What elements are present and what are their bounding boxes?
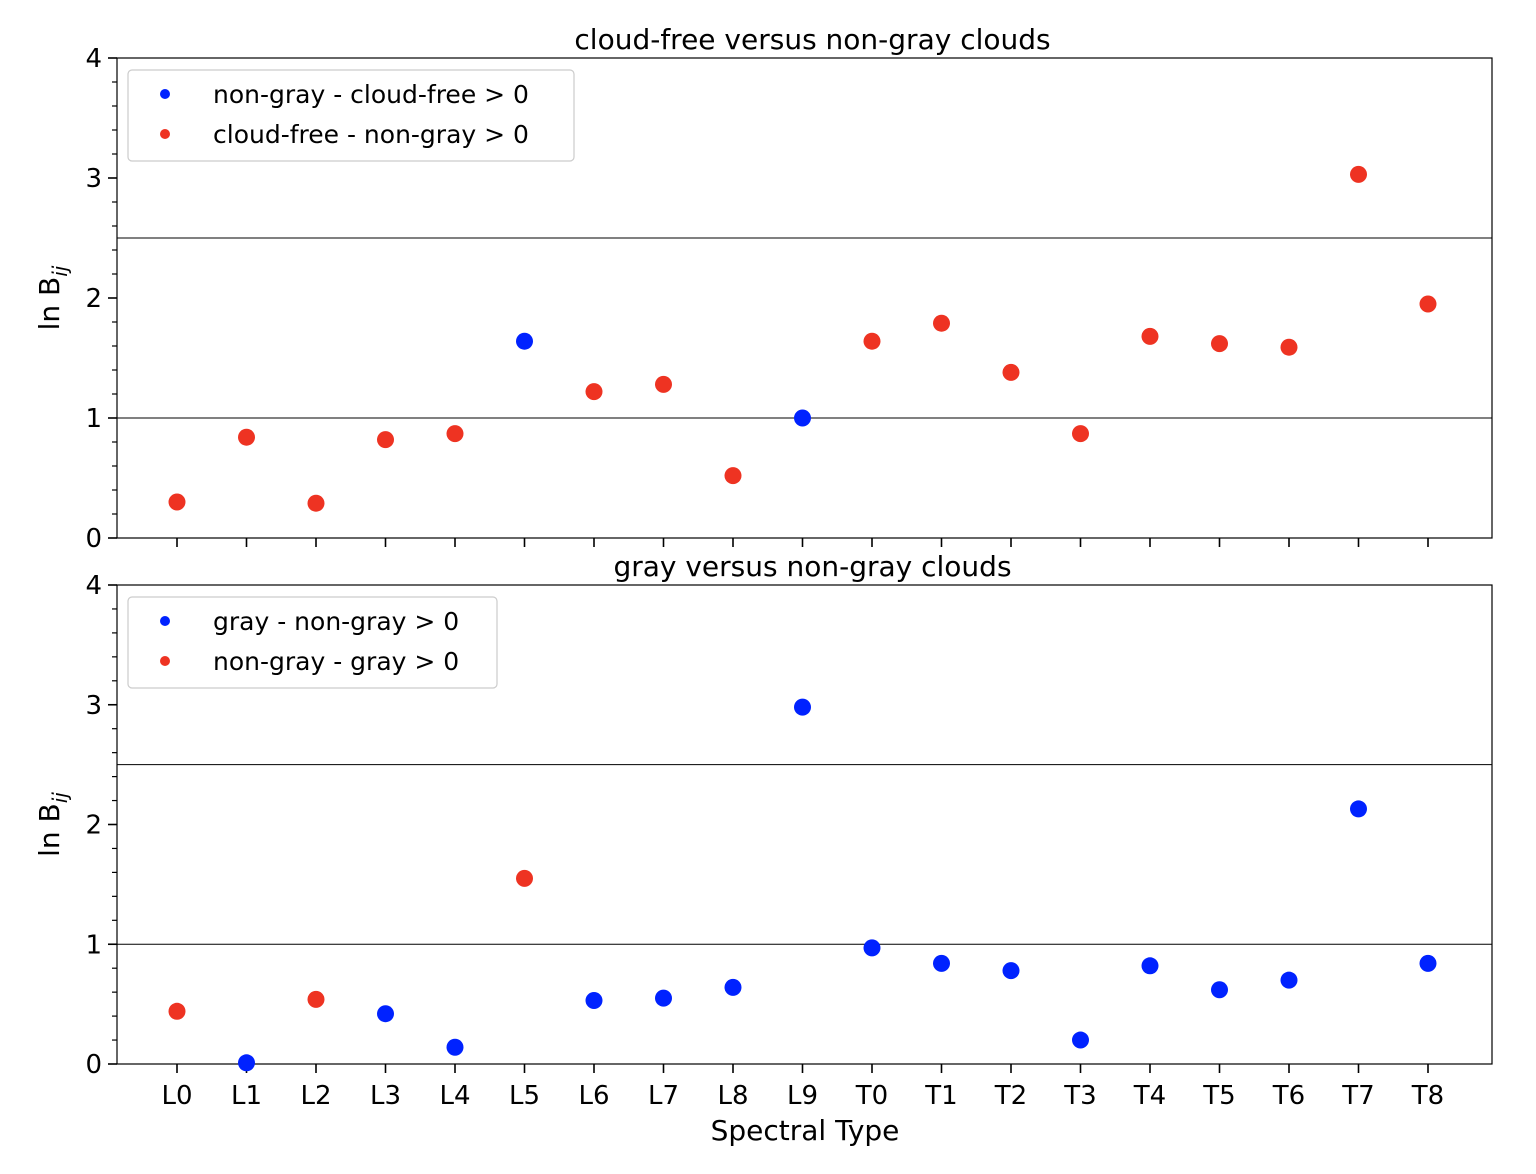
data-point-T0 [863,332,881,350]
data-point-T8 [1419,954,1437,972]
x-axis-label: Spectral Type [711,1114,900,1147]
y-tick-label: 2 [85,811,102,841]
x-tick-label: L3 [370,1081,401,1111]
x-tick-label: L1 [231,1081,262,1111]
data-point-L1 [238,1054,255,1072]
data-point-T0 [863,939,881,957]
x-tick-label: L4 [439,1081,470,1111]
y-axis-label: ln Bij [33,265,72,330]
x-tick-label: L9 [787,1081,818,1111]
data-point-T7 [1350,165,1367,183]
data-point-T3 [1072,1031,1089,1049]
y-tick-label: 3 [85,691,102,721]
data-point-L0 [168,1002,186,1020]
data-point-T5 [1211,981,1228,999]
y-tick-label: 4 [85,571,102,601]
x-tick-label: T4 [1133,1081,1166,1111]
data-point-L9 [794,409,811,427]
legend-marker [160,89,170,99]
data-point-L0 [168,493,186,511]
x-tick-label: T7 [1341,1081,1374,1111]
data-point-L7 [655,375,672,393]
x-tick-label: T2 [994,1081,1027,1111]
y-axis-label: ln Bij [33,792,72,857]
data-point-T8 [1419,295,1437,313]
x-tick-label: T1 [924,1081,957,1111]
x-tick-label: T6 [1272,1081,1305,1111]
data-point-L7 [655,989,672,1007]
data-point-L5 [516,332,533,350]
y-tick-label: 1 [85,930,102,960]
panel-cloud-free-vs-non-gray: cloud-free versus non-gray clouds 0 1 2 3 4 ln… [33,23,1493,554]
data-point-T1 [933,954,950,972]
x-tick-label: L2 [300,1081,331,1111]
data-point-L5 [516,869,533,887]
chart-title: gray versus non-gray clouds [613,550,1011,583]
legend-label: cloud-free - non-gray > 0 [213,120,529,149]
legend-marker [160,129,170,139]
data-point-T6 [1280,338,1298,356]
data-point-L3 [377,1005,394,1023]
data-point-L2 [307,990,325,1008]
data-point-L1 [238,428,255,446]
x-tick-label: L6 [578,1081,609,1111]
y-axis-label-main: ln B [33,277,66,331]
x-tick-label: L8 [717,1081,748,1111]
x-tick-label: T3 [1063,1081,1096,1111]
y-axis-label-subscript: ij [48,265,72,277]
legend-box [127,69,575,162]
data-point-L2 [307,494,325,512]
data-point-T4 [1141,327,1159,345]
y-tick-label: 2 [85,284,102,314]
data-point-T5 [1211,335,1228,353]
panel-gray-vs-non-gray: gray versus non-gray clouds 0 1 2 3 4 ln Bij L0… [33,550,1493,1147]
x-tick-label: T8 [1411,1081,1444,1111]
data-point-T2 [1002,363,1020,381]
data-point-T3 [1072,425,1089,443]
y-axis-label-subscript: ij [48,792,72,804]
legend-label: non-gray - gray > 0 [213,647,459,676]
data-point-L6 [585,992,603,1010]
legend-marker [160,656,170,666]
x-tick-label: L5 [509,1081,540,1111]
chart-title: cloud-free versus non-gray clouds [574,23,1050,56]
y-axis-label-main: ln B [33,803,66,857]
data-point-T4 [1141,957,1159,975]
legend-marker [160,616,170,626]
data-point-L9 [794,698,811,716]
x-tick-label: L0 [161,1081,192,1111]
data-point-T6 [1280,971,1298,989]
data-point-L4 [446,1038,464,1056]
legend-label: gray - non-gray > 0 [213,607,459,636]
legend-label: non-gray - cloud-free > 0 [213,80,529,109]
y-tick-label: 4 [85,44,102,74]
x-tick-label: T5 [1202,1081,1235,1111]
data-point-L8 [724,467,742,485]
y-tick-label: 1 [85,404,102,434]
x-tick-label: T0 [855,1081,888,1111]
y-tick-label: 0 [85,524,102,554]
data-point-T7 [1350,800,1367,818]
data-point-L6 [585,383,603,401]
y-tick-label: 3 [85,164,102,194]
data-point-T1 [933,314,950,332]
x-tick-label: L7 [648,1081,679,1111]
data-point-L8 [724,978,742,996]
data-point-L3 [377,431,394,449]
data-point-L4 [446,425,464,443]
data-point-T2 [1002,962,1020,980]
y-tick-label: 0 [85,1050,102,1080]
legend-box [127,596,498,689]
